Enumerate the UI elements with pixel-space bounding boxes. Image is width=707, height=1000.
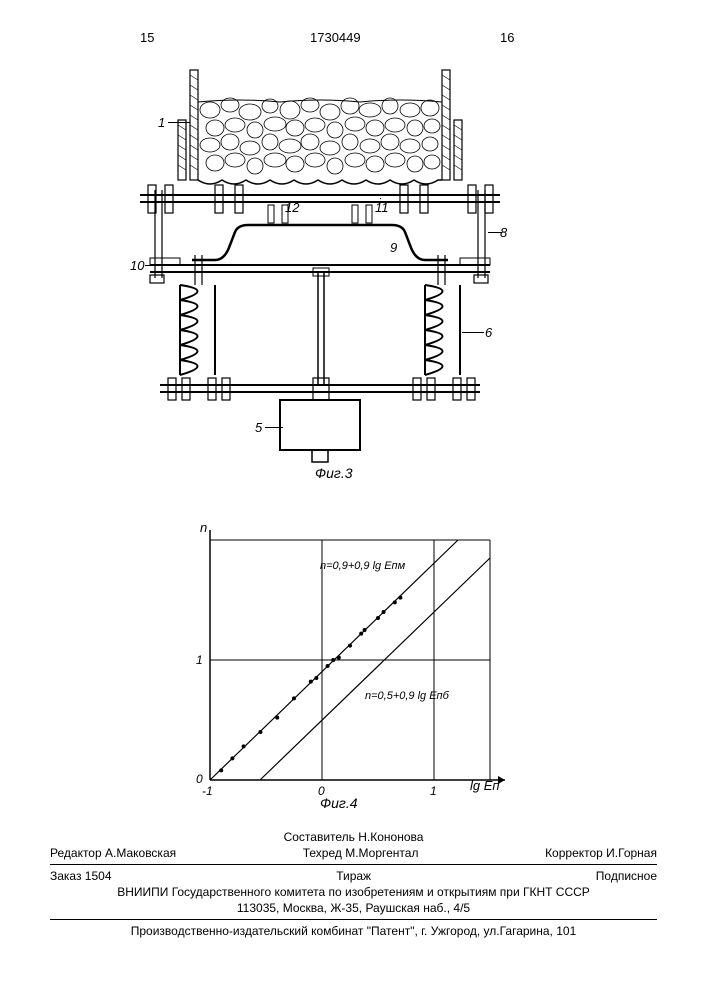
callout-12: 12 (285, 200, 299, 215)
org3: Производственно-издательский комбинат "П… (50, 924, 657, 938)
svg-text:0: 0 (196, 772, 203, 786)
callout-10-line (145, 265, 163, 266)
org1: ВНИИПИ Государственного комитета по изоб… (50, 885, 657, 899)
fig4-label: Фиг.4 (320, 795, 358, 811)
corrector: Корректор И.Горная (545, 846, 657, 860)
callout-9: 9 (390, 240, 397, 255)
order: Заказ 1504 (50, 869, 112, 883)
figure-3: 1 10 12 11 9 8 6 5 Фиг.3 (120, 60, 540, 490)
fig4-ylabel: n (200, 520, 207, 535)
fig4-eq1: n=0,9+0,9 lg Eпм (320, 560, 405, 572)
callout-6: 6 (485, 325, 492, 340)
svg-text:-1: -1 (202, 784, 213, 798)
document-number: 1730449 (310, 30, 361, 45)
svg-text:1: 1 (196, 653, 203, 667)
callout-1-line (168, 122, 190, 123)
subscription: Подписное (596, 869, 657, 883)
fig3-label: Фиг.3 (315, 465, 353, 481)
techred: Техред М.Моргентал (303, 846, 419, 860)
callout-11: 11 (375, 200, 389, 215)
callout-8-line (488, 232, 502, 233)
callout-6-line (462, 332, 484, 333)
page-number-right: 16 (500, 30, 514, 45)
callout-1: 1 (158, 115, 165, 130)
editor: Редактор А.Маковская (50, 846, 176, 860)
figure-4: -1 0 1 1 0 n lg Eп n=0,9+0,9 lg Eпм n=0,… (170, 520, 510, 820)
page-number-left: 15 (140, 30, 154, 45)
org2: 113035, Москва, Ж-35, Раушская наб., 4/5 (50, 901, 657, 915)
svg-text:1: 1 (430, 784, 437, 798)
fig4-eq2: n=0,5+0,9 lg Eпб (365, 690, 449, 702)
fig4-xlabel: lg Eп (470, 778, 500, 793)
callout-11-line (380, 198, 381, 199)
compiler: Составитель Н.Кононова (50, 830, 657, 844)
callout-5: 5 (255, 420, 262, 435)
callout-5-line (265, 427, 283, 428)
tirazh: Тираж (336, 869, 371, 883)
fig3-svg (120, 60, 540, 490)
callout-10: 10 (130, 258, 144, 273)
page-footer: Составитель Н.Кононова Редактор А.Маковс… (50, 828, 657, 940)
